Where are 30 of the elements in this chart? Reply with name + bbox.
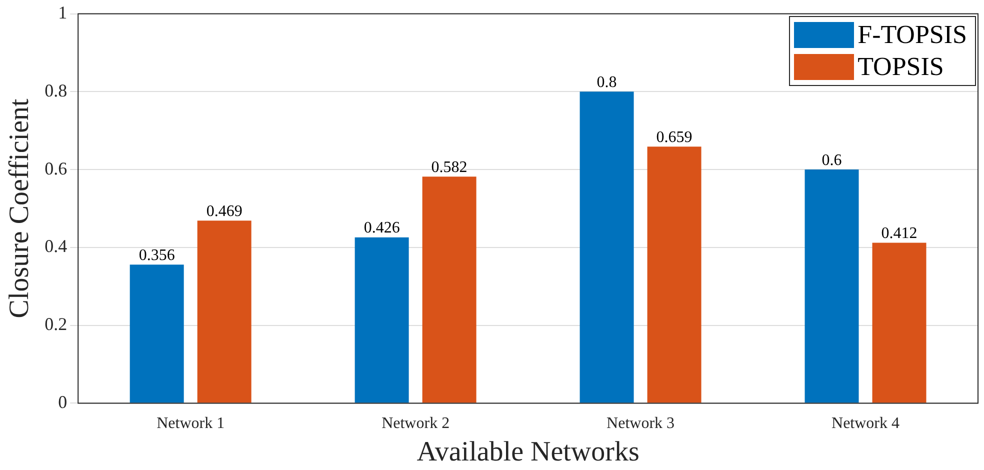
- y-tick-label: 0: [58, 392, 68, 412]
- x-tick-label: Network 3: [606, 415, 675, 432]
- bar: [422, 176, 476, 403]
- bar: [130, 264, 184, 403]
- x-tick-label: Network 4: [832, 415, 900, 432]
- data-label: 0.8: [596, 74, 617, 91]
- data-label: 0.356: [138, 246, 175, 264]
- bar: [197, 220, 252, 403]
- y-axis-title: Closure Coefficient: [4, 98, 36, 318]
- data-label: 0.582: [431, 158, 468, 176]
- bar: [647, 146, 702, 403]
- bar: [804, 170, 859, 403]
- y-tick-label: 0.4: [44, 236, 68, 256]
- data-label: 0.426: [364, 220, 400, 237]
- x-axis-title: Available Networks: [416, 436, 640, 468]
- x-tick-label: Network 2: [382, 415, 450, 432]
- y-tick-label: 0.2: [44, 314, 68, 334]
- bar: [872, 242, 926, 403]
- data-label: 0.412: [881, 224, 918, 242]
- x-tick-label: Network 1: [156, 415, 225, 432]
- legend-label: TOPSIS: [858, 50, 944, 83]
- data-label: 0.6: [822, 152, 842, 169]
- bar: [580, 92, 634, 403]
- y-tick-label: 0.6: [44, 158, 68, 178]
- bar: [354, 237, 409, 403]
- data-label: 0.659: [656, 128, 692, 146]
- data-label: 0.469: [206, 202, 242, 220]
- y-tick-label: 0.8: [44, 80, 68, 100]
- y-tick-label: 1: [58, 2, 68, 23]
- legend-label: F-TOPSIS: [858, 18, 967, 51]
